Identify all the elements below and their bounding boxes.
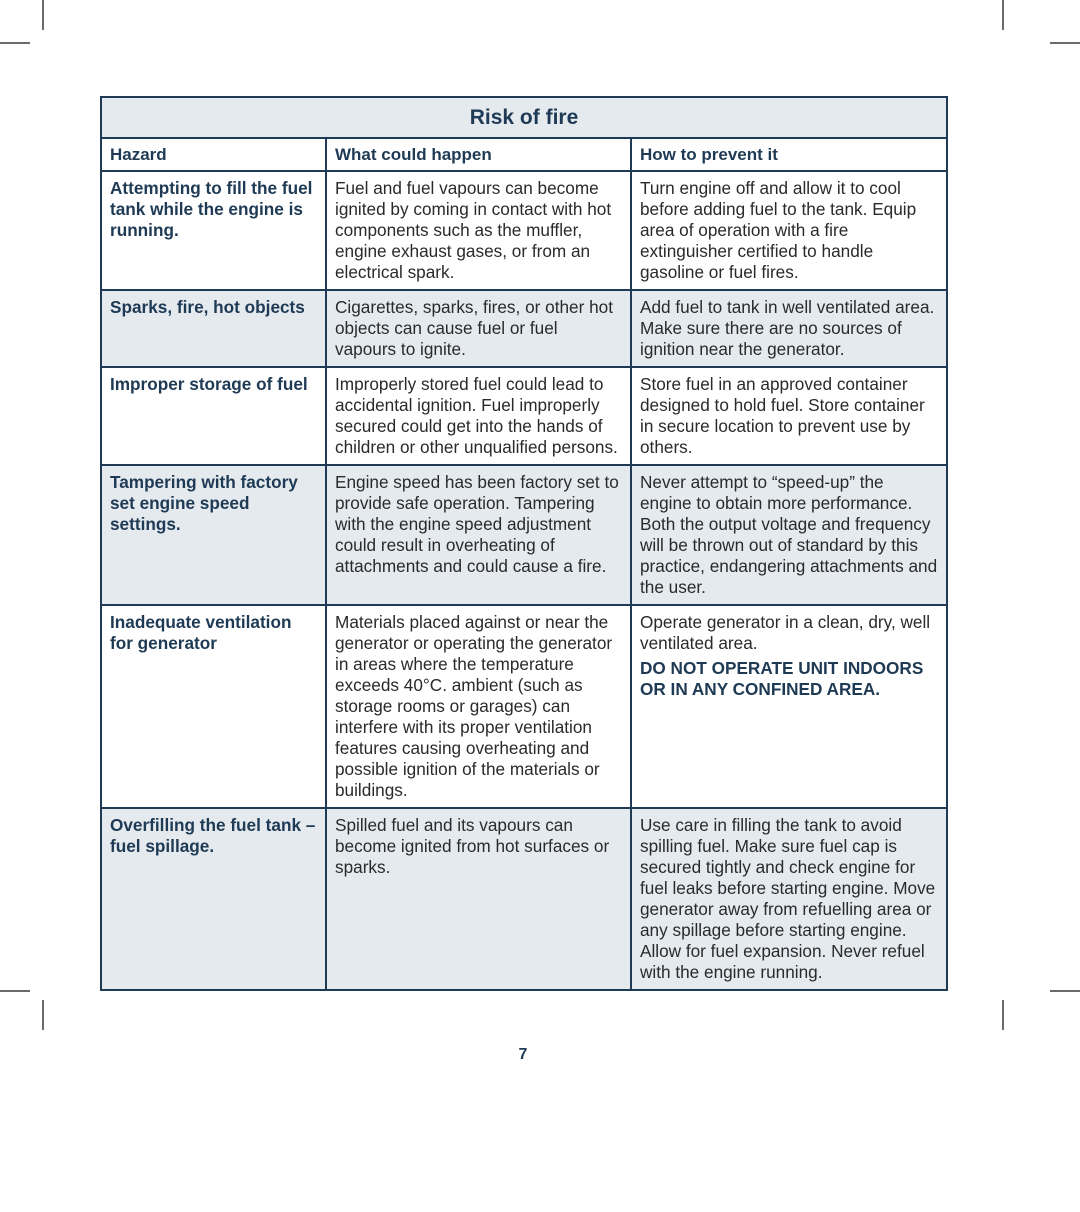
prevent-text: Never attempt to “speed-up” the engine t… — [640, 472, 937, 597]
what-cell: Engine speed has been factory set to pro… — [326, 465, 631, 605]
what-cell: Fuel and fuel vapours can become ignited… — [326, 171, 631, 290]
prevent-text: Use care in filling the tank to avoid sp… — [640, 815, 935, 982]
what-cell: Materials placed against or near the gen… — [326, 605, 631, 808]
crop-mark — [1002, 0, 1004, 30]
prevent-warning: DO NOT OPERATE UNIT INDOORS OR IN ANY CO… — [640, 658, 938, 700]
hazard-cell: Attempting to fill the fuel tank while t… — [101, 171, 326, 290]
what-cell: Improperly stored fuel could lead to acc… — [326, 367, 631, 465]
prevent-cell: Never attempt to “speed-up” the engine t… — [631, 465, 947, 605]
prevent-text: Store fuel in an approved container desi… — [640, 374, 925, 457]
hazard-cell: Overfilling the fuel tank – fuel spillag… — [101, 808, 326, 990]
hazard-cell: Tampering with factory set engine speed … — [101, 465, 326, 605]
col-header-what: What could happen — [326, 138, 631, 172]
risk-table: Risk of fire Hazard What could happen Ho… — [100, 96, 948, 991]
crop-mark — [42, 0, 44, 30]
prevent-text: Operate generator in a clean, dry, well … — [640, 612, 930, 653]
table-row: Tampering with factory set engine speed … — [101, 465, 947, 605]
table-row: Improper storage of fuelImproperly store… — [101, 367, 947, 465]
prevent-cell: Add fuel to tank in well ventilated area… — [631, 290, 947, 367]
table-row: Attempting to fill the fuel tank while t… — [101, 171, 947, 290]
hazard-cell: Sparks, fire, hot objects — [101, 290, 326, 367]
prevent-cell: Use care in filling the tank to avoid sp… — [631, 808, 947, 990]
prevent-cell: Operate generator in a clean, dry, well … — [631, 605, 947, 808]
crop-mark — [0, 42, 30, 44]
col-header-prevent: How to prevent it — [631, 138, 947, 172]
prevent-text: Add fuel to tank in well ventilated area… — [640, 297, 934, 359]
crop-mark — [42, 1000, 44, 1030]
col-header-hazard: Hazard — [101, 138, 326, 172]
page: Risk of fire Hazard What could happen Ho… — [100, 96, 946, 991]
crop-mark — [1050, 990, 1080, 992]
prevent-cell: Turn engine off and allow it to cool bef… — [631, 171, 947, 290]
table-title-row: Risk of fire — [101, 97, 947, 138]
page-number: 7 — [100, 1046, 946, 1064]
table-row: Overfilling the fuel tank – fuel spillag… — [101, 808, 947, 990]
what-cell: Cigarettes, sparks, fires, or other hot … — [326, 290, 631, 367]
crop-mark — [1002, 1000, 1004, 1030]
hazard-cell: Inadequate ventilation for generator — [101, 605, 326, 808]
crop-mark — [1050, 42, 1080, 44]
table-row: Inadequate ventilation for generatorMate… — [101, 605, 947, 808]
crop-mark — [0, 990, 30, 992]
prevent-text: Turn engine off and allow it to cool bef… — [640, 178, 916, 282]
what-cell: Spilled fuel and its vapours can become … — [326, 808, 631, 990]
table-header-row: Hazard What could happen How to prevent … — [101, 138, 947, 172]
hazard-cell: Improper storage of fuel — [101, 367, 326, 465]
table-row: Sparks, fire, hot objectsCigarettes, spa… — [101, 290, 947, 367]
table-title: Risk of fire — [101, 97, 947, 138]
prevent-cell: Store fuel in an approved container desi… — [631, 367, 947, 465]
